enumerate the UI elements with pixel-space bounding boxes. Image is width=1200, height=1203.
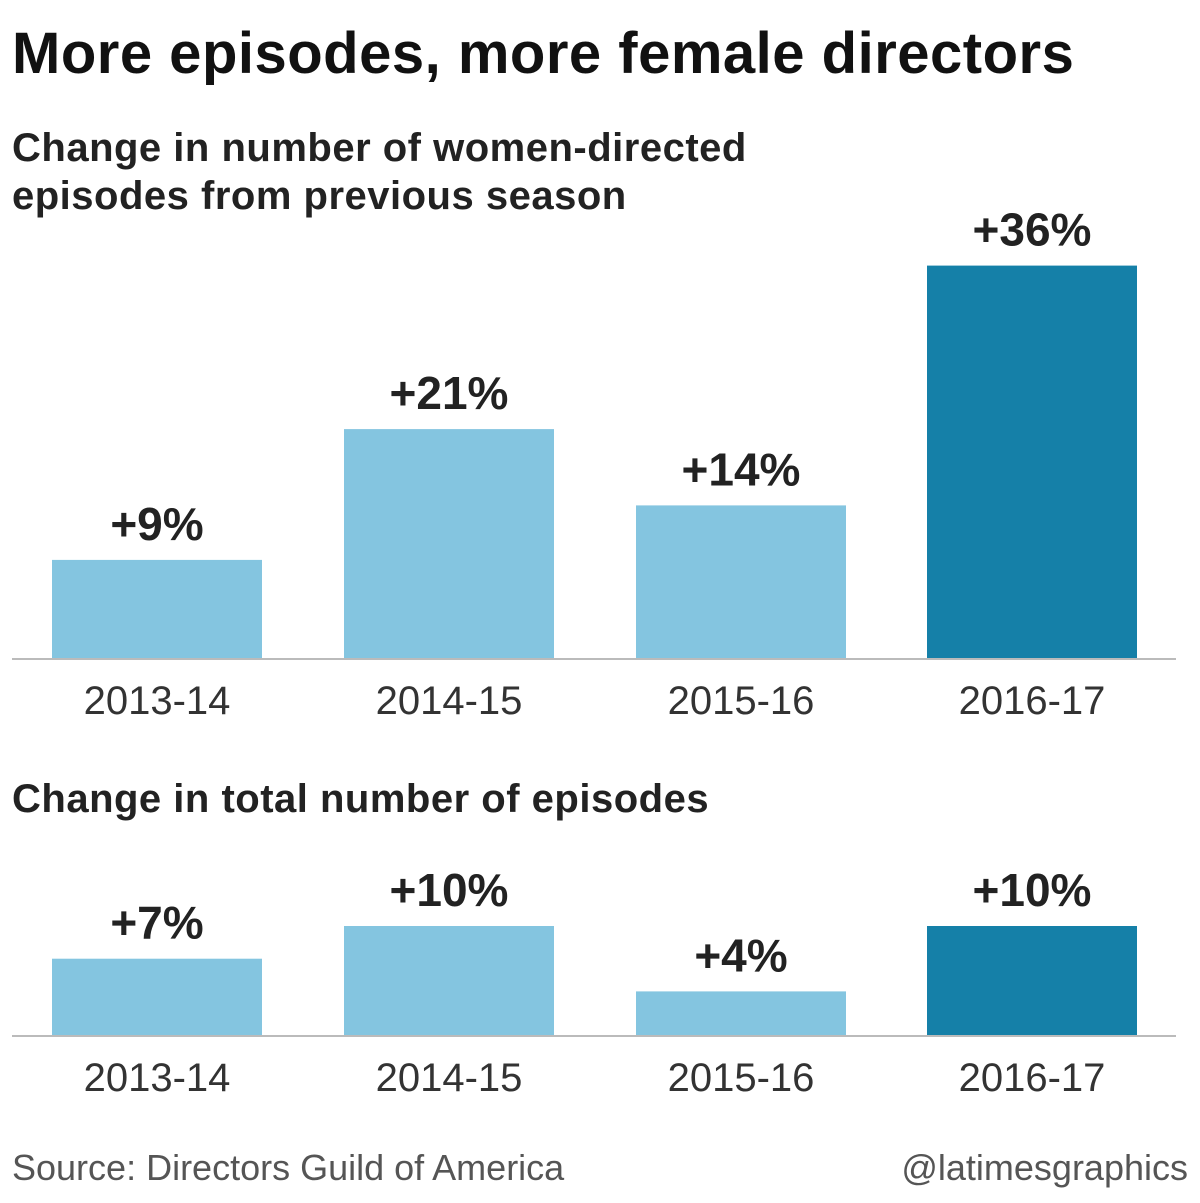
bar-2015-16	[636, 505, 846, 658]
bar-2013-14	[52, 559, 262, 658]
bar-2014-15	[344, 429, 554, 658]
value-label-2016-17: +36%	[973, 204, 1092, 256]
value-label-2016-17: +10%	[973, 864, 1092, 916]
x-tick-label-2014-15: 2014-15	[376, 1056, 523, 1100]
x-tick-label-2016-17: 2016-17	[959, 679, 1106, 723]
value-label-2013-14: +7%	[110, 897, 203, 949]
x-tick-label-2015-16: 2015-16	[668, 1056, 815, 1100]
total-episodes-bar-chart: +7% 2013-14 +10% 2014-15 +4% 2015-16 +10% 2016-…	[12, 864, 1176, 1100]
credit-handle: @latimesgraphics	[901, 1147, 1188, 1188]
value-label-2015-16: +4%	[694, 929, 787, 981]
x-tick-label-2016-17: 2016-17	[959, 1056, 1106, 1100]
value-label-2013-14: +9%	[110, 498, 203, 550]
value-label-2014-15: +10%	[390, 864, 509, 916]
women-directed-episodes-bar-chart: +9% 2013-14 +21% 2014-15 +14% 2015-16 +36% 2016…	[12, 204, 1176, 723]
x-tick-label-2014-15: 2014-15	[376, 679, 523, 723]
bar-2015-16	[636, 991, 846, 1035]
bar-2016-17	[927, 265, 1137, 658]
source-note: Source: Directors Guild of America	[12, 1147, 565, 1188]
bar-2013-14	[52, 958, 262, 1035]
chart-headline: More episodes, more female directors	[12, 21, 1075, 86]
bar-2014-15	[344, 926, 554, 1035]
chart-2-title: Change in total number of episodes	[12, 777, 710, 821]
chart-1-title: Change in number of women-directed episo…	[12, 126, 747, 218]
value-label-2014-15: +21%	[390, 367, 509, 419]
bar-2016-17	[927, 926, 1137, 1035]
value-label-2015-16: +14%	[682, 443, 801, 495]
x-tick-label-2015-16: 2015-16	[668, 679, 815, 723]
x-tick-label-2013-14: 2013-14	[84, 679, 231, 723]
x-tick-label-2013-14: 2013-14	[84, 1056, 231, 1100]
